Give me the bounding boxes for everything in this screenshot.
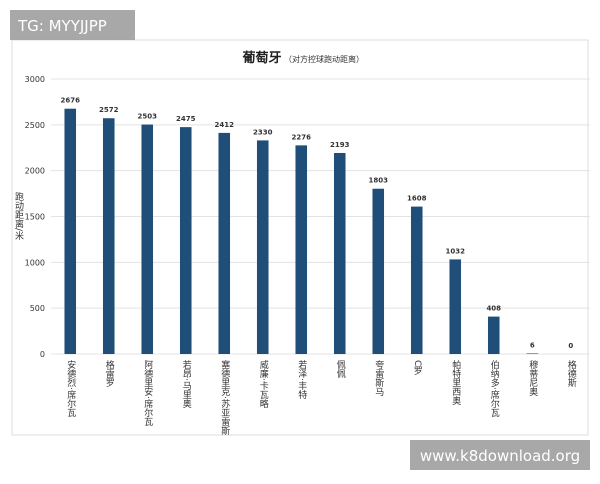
x-tick-label: 格雷罗 — [104, 359, 115, 388]
x-tick-label: 塞德里克·苏亚雷斯 — [219, 359, 230, 436]
bar — [179, 127, 192, 354]
y-tick-label: 0 — [40, 350, 45, 359]
x-tick-label: 威廉·卡瓦略 — [258, 359, 269, 408]
bar — [218, 132, 231, 354]
value-label: 1803 — [369, 177, 389, 185]
y-axis-label: 跑动距离/米 — [13, 191, 24, 241]
bar — [333, 152, 346, 354]
x-tick-label: 若泽·丰特 — [296, 359, 307, 399]
value-label: 0 — [568, 342, 573, 350]
value-label: 2276 — [292, 133, 312, 141]
x-tick-label: 格德斯 — [566, 359, 577, 388]
value-label: 1032 — [446, 247, 466, 255]
bar — [372, 188, 385, 354]
value-label: 2572 — [99, 106, 119, 114]
y-tick-label: 1500 — [25, 213, 45, 222]
bar — [410, 206, 423, 354]
bar — [64, 108, 77, 354]
x-tick-label: 穆蒂尼奥 — [527, 359, 538, 397]
value-label: 2475 — [176, 115, 196, 123]
watermark-box — [10, 10, 135, 40]
value-label: 6 — [530, 341, 535, 349]
chart-title: 葡萄牙 — [241, 50, 281, 66]
watermark-box — [410, 440, 590, 470]
y-tick-label: 2000 — [25, 167, 45, 176]
bar — [487, 316, 500, 354]
value-label: 408 — [486, 305, 501, 313]
bar — [141, 124, 154, 354]
value-label: 1608 — [407, 195, 427, 203]
x-tick-label: 佩佩 — [335, 359, 346, 379]
x-tick-label: 若昂·马里奥 — [181, 359, 192, 409]
watermark: TG: MYYJJPP — [17, 17, 107, 35]
y-tick-label: 3000 — [25, 75, 45, 84]
bar — [526, 353, 539, 354]
x-tick-label: 夸雷斯马 — [373, 359, 384, 397]
y-tick-label: 500 — [30, 304, 45, 313]
x-tick-label: 阿德里安·席尔瓦 — [142, 360, 153, 427]
x-tick-label: 伯纳多·席尔瓦 — [489, 359, 500, 418]
x-tick-label: 安德烈·席尔瓦 — [65, 359, 76, 418]
watermark: www.k8download.org — [420, 447, 580, 465]
value-label: 2676 — [61, 97, 81, 105]
value-label: 2412 — [215, 121, 235, 129]
value-label: 2330 — [253, 128, 273, 136]
bar — [102, 118, 115, 354]
value-label: 2503 — [138, 113, 158, 121]
chart-subtitle: （对方控球跑动距离） — [284, 54, 364, 64]
y-tick-label: 1000 — [25, 258, 45, 267]
bar — [449, 259, 462, 354]
y-tick-label: 2500 — [25, 121, 45, 130]
x-tick-label: C罗 — [412, 360, 423, 376]
bar — [256, 140, 269, 354]
value-label: 2193 — [330, 141, 350, 149]
bar — [295, 145, 308, 354]
x-tick-label: 帕特里西奥 — [450, 359, 461, 406]
